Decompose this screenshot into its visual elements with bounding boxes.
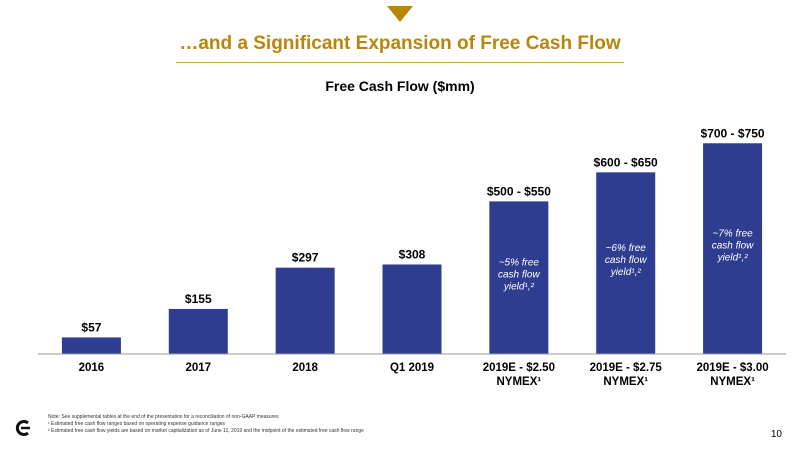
x-tick-label: 2019E - $2.75 (590, 362, 663, 374)
x-tick-label: 2019E - $3.00 (696, 362, 768, 374)
data-label: $700 - $750 (701, 126, 765, 140)
footnotes: Note: See supplemental tables at the end… (48, 414, 364, 435)
slide-title: …and a Significant Expansion of Free Cas… (179, 33, 621, 54)
bar-annotation: cash flow (605, 255, 647, 266)
data-label: $57 (81, 320, 101, 334)
bar-annotation: ~7% free (712, 229, 753, 240)
x-tick-label: 2016 (79, 362, 105, 374)
x-tick-label: Q1 2019 (390, 362, 434, 374)
title-divider (176, 62, 624, 63)
x-tick-label: 2018 (292, 362, 318, 374)
bar-annotation: ~5% free (499, 258, 540, 269)
bar-annotation: cash flow (498, 270, 540, 281)
bar (703, 143, 763, 354)
data-label: $297 (292, 251, 319, 265)
bar (596, 172, 656, 354)
bar-annotation: yield¹,² (610, 267, 642, 278)
x-tick-label: NYMEX¹ (603, 376, 648, 388)
bar (489, 201, 549, 354)
x-tick-label: NYMEX¹ (710, 376, 755, 388)
x-tick-label: 2019E - $2.50 (483, 362, 555, 374)
data-label: $500 - $550 (487, 184, 551, 198)
chart-title: Free Cash Flow ($mm) (325, 78, 475, 94)
data-label: $600 - $650 (594, 155, 658, 169)
company-logo-icon (15, 420, 30, 436)
page-number: 10 (770, 429, 782, 440)
bar-annotation: cash flow (712, 241, 754, 252)
bar (61, 337, 121, 354)
footnote-2: ² Estimated free cash flow yields are ba… (48, 428, 364, 434)
x-tick-label: NYMEX¹ (496, 376, 541, 388)
bar (168, 308, 228, 354)
footnote-note: Note: See supplemental tables at the end… (48, 414, 279, 420)
header-arrow-icon (387, 6, 413, 22)
bar-annotation: ~6% free (606, 243, 647, 254)
bar (382, 264, 442, 354)
data-label: $308 (399, 247, 426, 261)
bar-annotation: yield¹,² (717, 253, 749, 264)
bar-annotation: yield¹,² (503, 282, 535, 293)
data-label: $155 (185, 292, 212, 306)
footnote-1: ¹ Estimated free cash flow ranges based … (48, 421, 226, 427)
x-tick-label: 2017 (185, 362, 211, 374)
bar (275, 267, 335, 354)
